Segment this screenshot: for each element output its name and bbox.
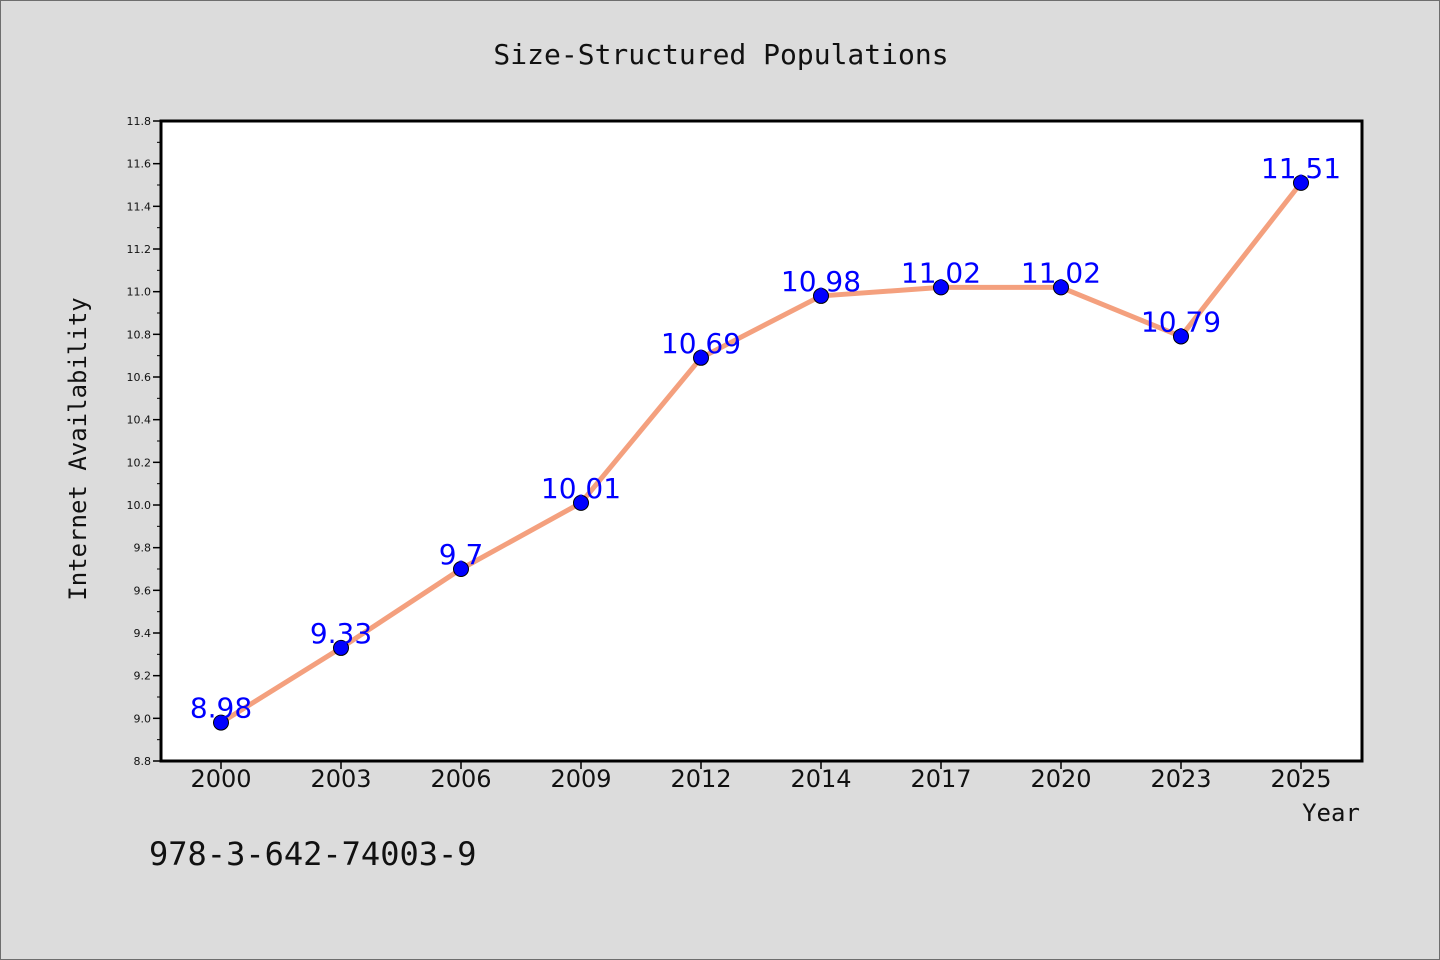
y-axis-label: Internet Availability — [64, 297, 92, 600]
data-point — [333, 639, 349, 656]
data-label: 10.01 — [541, 472, 621, 505]
x-tick-label: 2012 — [670, 765, 731, 793]
data-point — [1293, 174, 1309, 191]
x-tick-label: 2000 — [190, 765, 251, 793]
y-tick-label: 10.2 — [127, 456, 152, 469]
data-point — [573, 494, 589, 511]
data-point — [933, 279, 949, 296]
x-axis: 2000 2003 2006 2009 2012 2014 2017 2020 2023 2025 — [190, 761, 1332, 793]
y-tick-label: 10.8 — [127, 328, 152, 341]
data-label: 8.98 — [190, 692, 252, 725]
x-tick-label: 2014 — [790, 765, 851, 793]
data-point — [813, 287, 829, 304]
y-tick-label: 11.6 — [127, 158, 152, 171]
y-tick-label: 9.4 — [134, 627, 152, 640]
x-tick-label: 2017 — [910, 765, 971, 793]
y-tick-label: 9.8 — [134, 542, 152, 555]
series-line — [219, 181, 1303, 725]
y-tick-label: 11.2 — [127, 243, 152, 256]
y-tick-label: 11.4 — [127, 200, 152, 213]
chart-title: Size-Structured Populations — [493, 38, 948, 71]
y-tick-label: 9.6 — [134, 584, 152, 597]
y-tick-label: 9.2 — [134, 670, 152, 683]
y-tick-label: 8.8 — [134, 755, 152, 768]
data-label: 11.02 — [1021, 256, 1101, 289]
x-tick-label: 2025 — [1270, 765, 1331, 793]
x-tick-label: 2009 — [550, 765, 611, 793]
data-point — [1053, 279, 1069, 296]
data-point — [1173, 328, 1189, 345]
x-tick-label: 2006 — [430, 765, 491, 793]
data-label: 10.98 — [781, 265, 861, 298]
x-axis-label: Year — [1302, 799, 1360, 827]
data-label: 10.79 — [1141, 305, 1221, 338]
y-axis: 8.8 9.0 9.2 9.4 9.6 9.8 10.0 10.2 10.4 10.6 10.8 11… — [127, 115, 161, 768]
y-tick-label: 10.4 — [127, 414, 152, 427]
plot-area — [159, 119, 1364, 763]
y-tick-label: 11.0 — [127, 286, 152, 299]
x-tick-label: 2003 — [310, 765, 371, 793]
isbn-annotation: 978-3-642-74003-9 — [149, 835, 477, 873]
series-layer: 8.98 9.33 9.7 10.01 10.69 10.98 11.02 11.02 10.7… — [190, 152, 1341, 731]
x-tick-label: 2023 — [1150, 765, 1211, 793]
data-point — [693, 349, 709, 366]
x-tick-label: 2020 — [1030, 765, 1091, 793]
data-label: 9.33 — [310, 617, 372, 650]
data-point — [453, 561, 469, 577]
y-tick-label: 11.8 — [127, 115, 152, 128]
y-tick-label: 10.6 — [127, 371, 152, 384]
y-tick-label: 9.0 — [134, 712, 152, 725]
data-point — [213, 714, 229, 731]
data-label: 9.7 — [439, 538, 484, 571]
data-label: 11.51 — [1261, 152, 1341, 185]
y-tick-label: 10.0 — [127, 499, 152, 512]
data-label: 10.69 — [661, 327, 741, 360]
data-label: 11.02 — [901, 256, 981, 289]
